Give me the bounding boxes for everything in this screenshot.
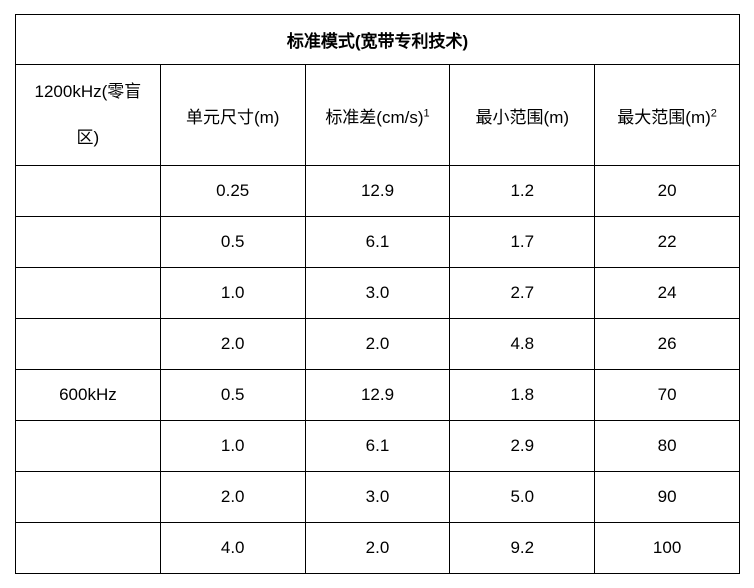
table-row: 2.0 3.0 5.0 90 bbox=[15, 471, 740, 523]
header-frequency-label: 1200kHz(零盲区) bbox=[34, 82, 142, 147]
table-title: 标准模式(宽带专利技术) bbox=[15, 14, 740, 65]
header-frequency: 1200kHz(零盲区) bbox=[15, 64, 161, 166]
cell-size-value: 0.25 bbox=[159, 165, 306, 217]
table-row: 4.0 2.0 9.2 100 bbox=[15, 522, 740, 574]
cell-size-value: 0.5 bbox=[159, 369, 306, 421]
cell-std-dev-value: 3.0 bbox=[304, 267, 451, 319]
header-min-range: 最小范围(m) bbox=[449, 64, 596, 166]
cell-frequency bbox=[15, 420, 161, 472]
cell-min-range-value: 9.2 bbox=[449, 522, 596, 574]
table-title-row: 标准模式(宽带专利技术) bbox=[15, 14, 740, 65]
cell-std-dev-value: 12.9 bbox=[304, 165, 451, 217]
cell-min-range-value: 2.9 bbox=[449, 420, 596, 472]
spec-table: 标准模式(宽带专利技术) 1200kHz(零盲区) 单元尺寸(m) 标准差(cm… bbox=[15, 14, 740, 574]
cell-std-dev-value: 12.9 bbox=[304, 369, 451, 421]
table-row: 0.25 12.9 1.2 20 bbox=[15, 165, 740, 217]
table-row: 0.5 6.1 1.7 22 bbox=[15, 216, 740, 268]
header-std-dev-label: 标准差(cm/s) bbox=[325, 107, 424, 127]
cell-max-range-value: 24 bbox=[594, 267, 740, 319]
cell-min-range-value: 5.0 bbox=[449, 471, 596, 523]
cell-std-dev-value: 6.1 bbox=[304, 216, 451, 268]
cell-frequency bbox=[15, 267, 161, 319]
header-max-range-footnote: 2 bbox=[710, 106, 717, 119]
header-std-dev-footnote: 1 bbox=[423, 106, 430, 119]
cell-min-range-value: 1.8 bbox=[449, 369, 596, 421]
cell-size-value: 1.0 bbox=[159, 420, 306, 472]
cell-frequency: 600kHz bbox=[15, 369, 161, 421]
cell-frequency bbox=[15, 522, 161, 574]
cell-max-range-value: 90 bbox=[594, 471, 740, 523]
cell-std-dev-value: 3.0 bbox=[304, 471, 451, 523]
cell-frequency bbox=[15, 318, 161, 370]
cell-size-value: 1.0 bbox=[159, 267, 306, 319]
cell-max-range-value: 22 bbox=[594, 216, 740, 268]
header-max-range-label: 最大范围(m) bbox=[617, 107, 711, 127]
cell-max-range-value: 100 bbox=[594, 522, 740, 574]
header-std-dev: 标准差(cm/s)1 bbox=[304, 64, 451, 166]
cell-min-range-value: 1.7 bbox=[449, 216, 596, 268]
header-cell-size: 单元尺寸(m) bbox=[159, 64, 306, 166]
cell-size-value: 2.0 bbox=[159, 318, 306, 370]
table-header-row: 1200kHz(零盲区) 单元尺寸(m) 标准差(cm/s)1 最小范围(m) … bbox=[15, 64, 740, 166]
cell-min-range-value: 1.2 bbox=[449, 165, 596, 217]
table-row: 2.0 2.0 4.8 26 bbox=[15, 318, 740, 370]
cell-frequency bbox=[15, 471, 161, 523]
header-cell-size-label: 单元尺寸(m) bbox=[185, 107, 280, 127]
cell-max-range-value: 70 bbox=[594, 369, 740, 421]
cell-min-range-value: 4.8 bbox=[449, 318, 596, 370]
header-min-range-label: 最小范围(m) bbox=[475, 107, 570, 127]
header-max-range: 最大范围(m)2 bbox=[594, 64, 740, 166]
cell-max-range-value: 80 bbox=[594, 420, 740, 472]
cell-size-value: 2.0 bbox=[159, 471, 306, 523]
cell-max-range-value: 26 bbox=[594, 318, 740, 370]
cell-frequency bbox=[15, 165, 161, 217]
table-row: 1.0 6.1 2.9 80 bbox=[15, 420, 740, 472]
cell-std-dev-value: 2.0 bbox=[304, 522, 451, 574]
table-row: 1.0 3.0 2.7 24 bbox=[15, 267, 740, 319]
table-row: 600kHz 0.5 12.9 1.8 70 bbox=[15, 369, 740, 421]
cell-max-range-value: 20 bbox=[594, 165, 740, 217]
cell-frequency bbox=[15, 216, 161, 268]
cell-size-value: 0.5 bbox=[159, 216, 306, 268]
cell-size-value: 4.0 bbox=[159, 522, 306, 574]
cell-std-dev-value: 2.0 bbox=[304, 318, 451, 370]
cell-min-range-value: 2.7 bbox=[449, 267, 596, 319]
cell-std-dev-value: 6.1 bbox=[304, 420, 451, 472]
